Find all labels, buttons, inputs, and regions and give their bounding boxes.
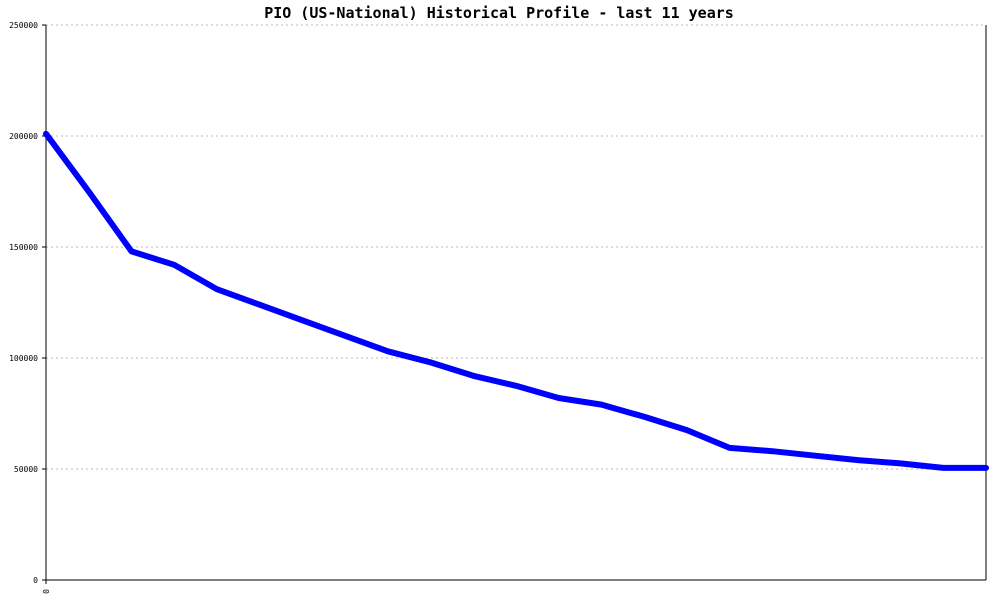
data-point	[46, 133, 47, 134]
data-point	[387, 351, 388, 352]
data-point	[558, 397, 559, 398]
y-tick-label: 250000	[9, 21, 38, 30]
y-tick-label: 100000	[9, 354, 38, 363]
data-point	[430, 362, 431, 363]
y-tick-label: 0	[33, 576, 38, 585]
data-point	[601, 404, 602, 405]
data-point	[131, 251, 132, 252]
data-point	[302, 320, 303, 321]
series-line	[43, 130, 989, 471]
data-point	[88, 191, 89, 192]
data-point	[729, 447, 730, 448]
chart-title: PIO (US-National) Historical Profile - l…	[264, 4, 734, 22]
data-point	[345, 335, 346, 336]
y-tick-label: 150000	[9, 243, 38, 252]
data-point	[815, 455, 816, 456]
data-point	[900, 463, 901, 464]
data-point	[259, 304, 260, 305]
series-layer	[43, 130, 989, 471]
data-point	[986, 467, 987, 468]
data-point	[943, 467, 944, 468]
y-tick-label: 50000	[14, 465, 38, 474]
data-point	[686, 430, 687, 431]
data-point	[772, 451, 773, 452]
data-point	[857, 460, 858, 461]
data-point	[516, 385, 517, 386]
grid-lines	[46, 24, 986, 470]
data-point	[644, 416, 645, 417]
data-point	[473, 375, 474, 376]
tick-labels: 0 50000 100000 150000 200000 250000 0	[9, 21, 51, 594]
data-point	[216, 289, 217, 290]
y-tick-label: 200000	[9, 132, 38, 141]
x-tick-label: 0	[42, 589, 51, 594]
axes	[42, 24, 987, 584]
data-point	[174, 264, 175, 265]
